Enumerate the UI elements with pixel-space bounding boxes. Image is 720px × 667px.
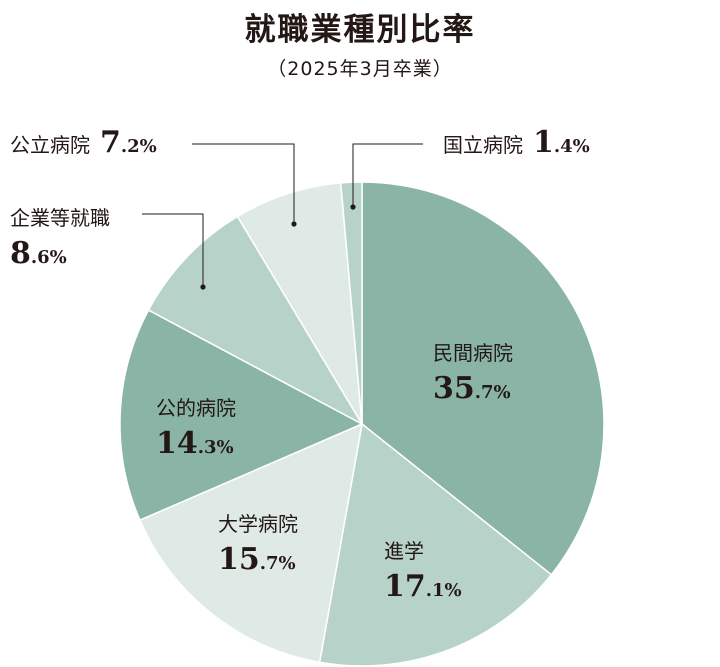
slice-value-label: 15.7% [218,542,296,577]
slice-label: 公立病院 [10,133,90,157]
pie-slice [361,181,605,576]
slice-value-label: 35.7% [433,371,511,406]
slice-value-label: 14.3% [156,426,234,461]
leader-dot [200,284,206,290]
chart-subtitle: （2025年3月卒業） [267,58,453,80]
slice-label: 大学病院 [218,512,298,536]
slice-value-label: 8.6% [10,236,67,271]
slice-label: 進学 [384,539,424,563]
pie-slice [138,422,363,664]
chart-title: 就職業種別比率 [244,12,476,48]
leader-line [352,143,423,207]
leader-lines [142,143,423,290]
pie-slice [119,309,364,522]
slice-value-label: 17.1% [384,569,462,604]
pie-slice [339,181,363,425]
pie-slice [318,422,553,667]
pie-slices [119,181,605,667]
leader-line [192,143,295,224]
pie-slice [147,215,365,426]
leader-dot [291,221,297,227]
leader-line [142,213,204,287]
pie-slice [236,182,363,425]
slice-label: 国立病院 [443,133,523,157]
slice-label: 公的病院 [156,396,236,420]
slice-value-label: 7.2% [100,125,157,160]
slice-label: 民間病院 [433,341,513,365]
slice-value-label: 1.4% [533,125,590,160]
leader-dot [350,204,356,210]
slice-label: 企業等就職 [10,206,110,230]
slice-labels: 民間病院 35.7% 進学 17.1% 大学病院 15.7% 公的病院 14.3% 企業等就職 8… [10,125,590,604]
